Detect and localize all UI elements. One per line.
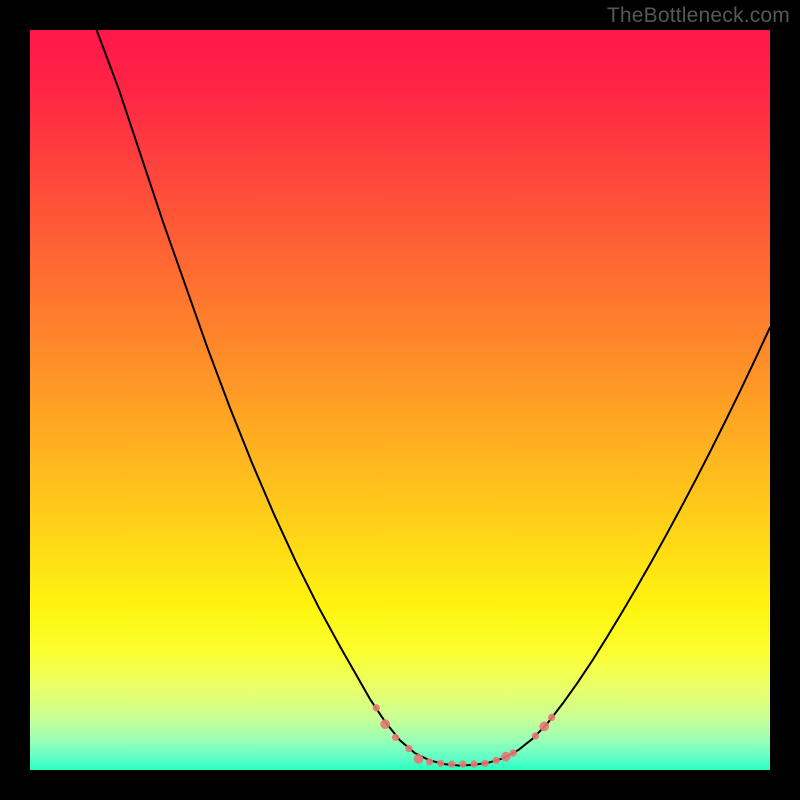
marker-dot xyxy=(381,720,390,729)
plot-svg xyxy=(30,30,770,770)
watermark-text: TheBottleneck.com xyxy=(607,4,790,28)
marker-dot xyxy=(405,745,412,752)
plot-area xyxy=(30,30,770,770)
marker-dot xyxy=(414,754,423,763)
marker-dot xyxy=(540,722,549,731)
chart-frame: TheBottleneck.com xyxy=(0,0,800,800)
marker-dot xyxy=(548,714,555,721)
marker-dot xyxy=(448,761,455,768)
marker-dot xyxy=(471,761,478,768)
marker-dot xyxy=(482,760,489,767)
marker-dot xyxy=(373,704,380,711)
marker-dot xyxy=(532,733,539,740)
marker-dot xyxy=(460,761,467,768)
marker-dot xyxy=(510,750,517,757)
gradient-background xyxy=(30,30,770,770)
marker-dot xyxy=(493,757,500,764)
marker-dot xyxy=(426,758,433,765)
marker-dot xyxy=(392,734,399,741)
marker-dot xyxy=(501,752,510,761)
marker-dot xyxy=(437,760,444,767)
